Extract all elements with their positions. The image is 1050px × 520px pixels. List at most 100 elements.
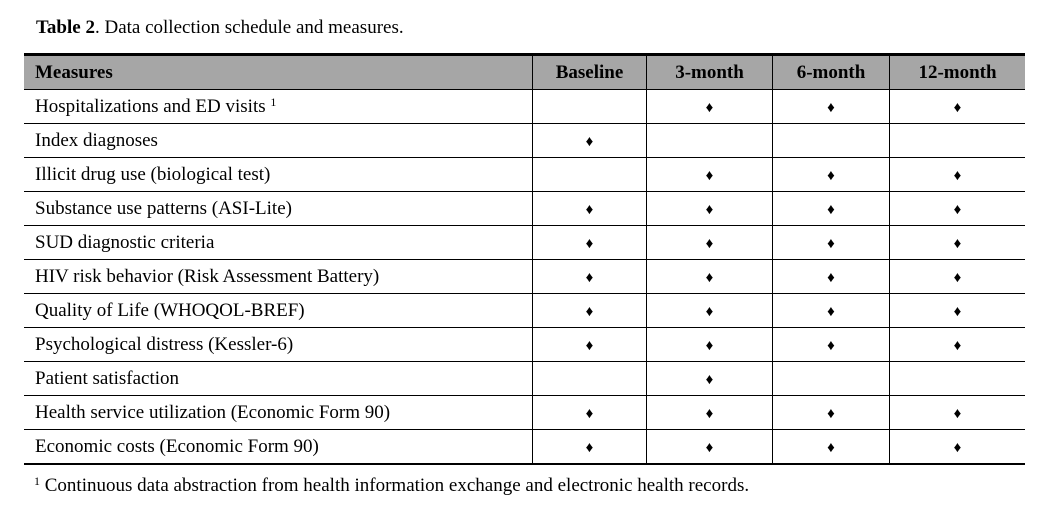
measure-cell: Hospitalizations and ED visits 1 xyxy=(24,89,533,124)
schedule-cell: ♦ xyxy=(772,157,890,192)
schedule-cell: ♦ xyxy=(889,293,1025,328)
table-row: Index diagnoses ♦ xyxy=(24,123,1025,158)
schedule-cell: ♦ xyxy=(532,123,647,158)
schedule-cell: ♦ xyxy=(772,259,890,294)
diamond-marker-icon: ♦ xyxy=(953,201,962,218)
schedule-cell xyxy=(889,123,1025,158)
table-row: Patient satisfaction ♦ xyxy=(24,361,1025,396)
schedule-cell: ♦ xyxy=(646,395,773,430)
measure-cell: Substance use patterns (ASI-Lite) xyxy=(24,191,533,226)
diamond-marker-icon: ♦ xyxy=(953,167,962,184)
schedule-cell: ♦ xyxy=(772,395,890,430)
diamond-marker-icon: ♦ xyxy=(705,371,714,388)
measure-cell: Patient satisfaction xyxy=(24,361,533,396)
column-header-baseline: Baseline xyxy=(532,53,647,90)
schedule-cell: ♦ xyxy=(646,191,773,226)
table-caption: Table 2. Data collection schedule and me… xyxy=(36,17,404,39)
measure-name: Patient satisfaction xyxy=(35,367,180,389)
schedule-cell: ♦ xyxy=(646,293,773,328)
diamond-marker-icon: ♦ xyxy=(953,235,962,252)
schedule-cell: ♦ xyxy=(772,293,890,328)
schedule-cell: ♦ xyxy=(772,191,890,226)
schedule-cell: ♦ xyxy=(532,395,647,430)
diamond-marker-icon: ♦ xyxy=(585,201,594,218)
diamond-marker-icon: ♦ xyxy=(585,337,594,354)
diamond-marker-icon: ♦ xyxy=(705,303,714,320)
diamond-marker-icon: ♦ xyxy=(953,269,962,286)
measure-name: Hospitalizations and ED visits xyxy=(35,96,266,117)
caption-text: . Data collection schedule and measures. xyxy=(94,17,404,38)
schedule-cell: ♦ xyxy=(532,429,647,465)
diamond-marker-icon: ♦ xyxy=(953,303,962,320)
table-row: Illicit drug use (biological test) ♦ ♦ ♦ xyxy=(24,157,1025,192)
table-label: Table 2 xyxy=(36,17,95,38)
diamond-marker-icon: ♦ xyxy=(827,337,835,354)
table-row: Economic costs (Economic Form 90) ♦ ♦ ♦ ♦ xyxy=(24,429,1025,465)
schedule-cell xyxy=(772,361,890,396)
schedule-cell xyxy=(772,123,890,158)
schedule-cell xyxy=(532,157,647,192)
measure-name: Psychological distress (Kessler-6) xyxy=(35,333,294,355)
measure-cell: Health service utilization (Economic For… xyxy=(24,395,533,430)
schedule-cell: ♦ xyxy=(646,259,773,294)
column-header-3-month: 3-month xyxy=(646,53,773,90)
diamond-marker-icon: ♦ xyxy=(705,269,714,286)
diamond-marker-icon: ♦ xyxy=(585,303,594,320)
table-row: SUD diagnostic criteria ♦ ♦ ♦ ♦ xyxy=(24,225,1025,260)
diamond-marker-icon: ♦ xyxy=(827,405,835,422)
column-header-6-month: 6-month xyxy=(772,53,890,90)
measure-cell: Economic costs (Economic Form 90) xyxy=(24,429,533,465)
diamond-marker-icon: ♦ xyxy=(585,405,594,422)
diamond-marker-icon: ♦ xyxy=(705,405,714,422)
schedule-cell: ♦ xyxy=(646,327,773,362)
measure-name: HIV risk behavior (Risk Assessment Batte… xyxy=(35,265,380,287)
diamond-marker-icon: ♦ xyxy=(705,201,714,218)
column-header-measures: Measures xyxy=(24,53,533,90)
schedule-cell: ♦ xyxy=(532,191,647,226)
schedule-cell xyxy=(889,361,1025,396)
table-row: Substance use patterns (ASI-Lite) ♦ ♦ ♦ ♦ xyxy=(24,191,1025,226)
schedule-table: Measures Baseline 3-month 6-month 12-mon… xyxy=(24,53,1025,465)
schedule-cell xyxy=(532,89,647,124)
diamond-marker-icon: ♦ xyxy=(705,439,714,456)
diamond-marker-icon: ♦ xyxy=(827,167,835,184)
schedule-cell: ♦ xyxy=(889,157,1025,192)
schedule-cell: ♦ xyxy=(532,259,647,294)
measure-name: Index diagnoses xyxy=(35,129,158,151)
diamond-marker-icon: ♦ xyxy=(953,99,962,116)
diamond-marker-icon: ♦ xyxy=(827,439,835,456)
schedule-cell xyxy=(532,361,647,396)
table-row: HIV risk behavior (Risk Assessment Batte… xyxy=(24,259,1025,294)
diamond-marker-icon: ♦ xyxy=(953,337,962,354)
schedule-cell: ♦ xyxy=(532,327,647,362)
schedule-cell: ♦ xyxy=(772,89,890,124)
diamond-marker-icon: ♦ xyxy=(705,235,714,252)
schedule-cell: ♦ xyxy=(889,327,1025,362)
table-row: Hospitalizations and ED visits 1 ♦ ♦ ♦ xyxy=(24,89,1025,124)
schedule-cell: ♦ xyxy=(772,327,890,362)
schedule-cell: ♦ xyxy=(889,259,1025,294)
measure-cell: HIV risk behavior (Risk Assessment Batte… xyxy=(24,259,533,294)
schedule-cell: ♦ xyxy=(889,395,1025,430)
diamond-marker-icon: ♦ xyxy=(953,405,962,422)
diamond-marker-icon: ♦ xyxy=(827,201,835,218)
table-row: Psychological distress (Kessler-6) ♦ ♦ ♦ ♦ xyxy=(24,327,1025,362)
measure-cell: Psychological distress (Kessler-6) xyxy=(24,327,533,362)
diamond-marker-icon: ♦ xyxy=(585,133,594,150)
diamond-marker-icon: ♦ xyxy=(827,235,835,252)
diamond-marker-icon: ♦ xyxy=(585,439,594,456)
diamond-marker-icon: ♦ xyxy=(705,167,714,184)
measure-cell: SUD diagnostic criteria xyxy=(24,225,533,260)
schedule-cell: ♦ xyxy=(532,225,647,260)
diamond-marker-icon: ♦ xyxy=(705,99,714,116)
schedule-cell: ♦ xyxy=(889,89,1025,124)
diamond-marker-icon: ♦ xyxy=(827,303,835,320)
schedule-cell: ♦ xyxy=(646,429,773,465)
footnote: 1 Continuous data abstraction from healt… xyxy=(34,474,749,497)
schedule-cell: ♦ xyxy=(646,225,773,260)
schedule-cell: ♦ xyxy=(646,361,773,396)
schedule-cell: ♦ xyxy=(532,293,647,328)
measure-name: Illicit drug use (biological test) xyxy=(35,163,271,185)
diamond-marker-icon: ♦ xyxy=(827,269,835,286)
footnote-marker: 1 xyxy=(34,474,40,488)
